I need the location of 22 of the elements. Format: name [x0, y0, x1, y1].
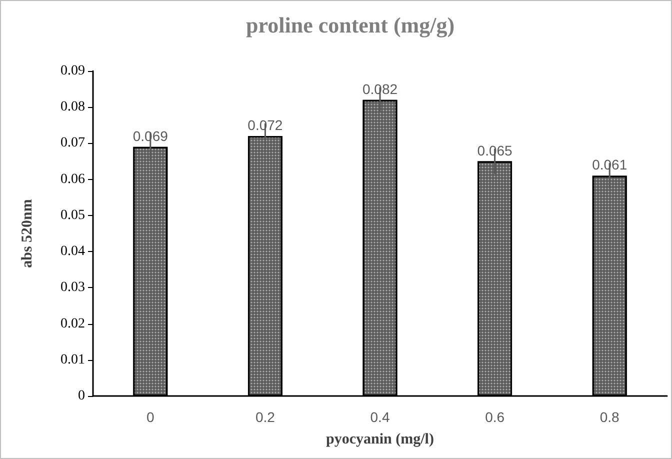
data-label: 0.072 — [248, 117, 283, 133]
x-tick-label: 0.8 — [600, 409, 620, 425]
x-tick-label: 0 — [146, 409, 154, 425]
x-tick-label: 0.2 — [255, 409, 276, 425]
y-tick-label: 0.01 — [60, 352, 85, 368]
chart-title: proline content (mg/g) — [246, 12, 455, 38]
y-tick-label: 0.08 — [60, 100, 85, 115]
y-tick-label: 0.02 — [60, 316, 85, 332]
y-tick-label: 0.03 — [60, 280, 85, 296]
y-tick-label: 0.05 — [60, 208, 85, 223]
data-label: 0.082 — [362, 80, 398, 97]
y-tick-label: 0 — [78, 388, 85, 404]
x-tick-label: 0.6 — [485, 409, 505, 425]
y-tick-label: 0.06 — [60, 172, 85, 187]
x-axis-title: pyocyanin (mg/l) — [326, 432, 434, 448]
x-tick-label: 0.4 — [370, 409, 390, 425]
data-label: 0.065 — [477, 142, 513, 158]
data-label: 0.061 — [592, 156, 628, 173]
y-tick-label: 0.04 — [60, 244, 85, 260]
y-axis-title: abs 520nm — [20, 198, 36, 268]
y-tick-label: 0.09 — [60, 64, 85, 78]
y-tick-label: 0.07 — [60, 136, 85, 151]
